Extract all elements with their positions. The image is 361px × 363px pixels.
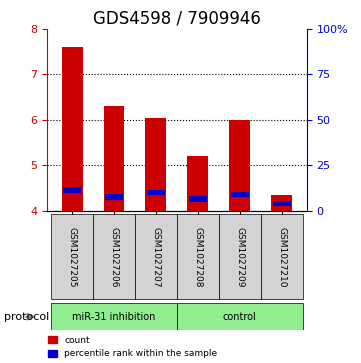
Bar xyxy=(104,106,125,211)
Text: protocol: protocol xyxy=(4,312,49,322)
Text: GSM1027206: GSM1027206 xyxy=(109,227,118,287)
Text: GSM1027205: GSM1027205 xyxy=(68,227,77,287)
Legend: count, percentile rank within the sample: count, percentile rank within the sample xyxy=(48,336,217,359)
Bar xyxy=(105,194,123,200)
FancyBboxPatch shape xyxy=(51,303,177,330)
Bar xyxy=(147,189,165,195)
Bar xyxy=(187,156,208,211)
Text: GSM1027209: GSM1027209 xyxy=(235,227,244,287)
FancyBboxPatch shape xyxy=(177,303,303,330)
Bar xyxy=(231,192,249,197)
Bar xyxy=(189,196,207,202)
Bar xyxy=(63,187,81,193)
Bar xyxy=(229,120,250,211)
FancyBboxPatch shape xyxy=(219,214,261,299)
Text: miR-31 inhibition: miR-31 inhibition xyxy=(72,312,156,322)
Text: GSM1027208: GSM1027208 xyxy=(193,227,203,287)
Bar xyxy=(271,195,292,211)
FancyBboxPatch shape xyxy=(177,214,219,299)
Text: GSM1027207: GSM1027207 xyxy=(151,227,160,287)
Text: control: control xyxy=(223,312,257,322)
FancyBboxPatch shape xyxy=(51,214,93,299)
Bar xyxy=(145,118,166,211)
Bar xyxy=(273,201,291,207)
Bar xyxy=(62,47,83,211)
Text: GSM1027210: GSM1027210 xyxy=(277,227,286,287)
Title: GDS4598 / 7909946: GDS4598 / 7909946 xyxy=(93,9,261,28)
FancyBboxPatch shape xyxy=(261,214,303,299)
FancyBboxPatch shape xyxy=(93,214,135,299)
FancyBboxPatch shape xyxy=(135,214,177,299)
